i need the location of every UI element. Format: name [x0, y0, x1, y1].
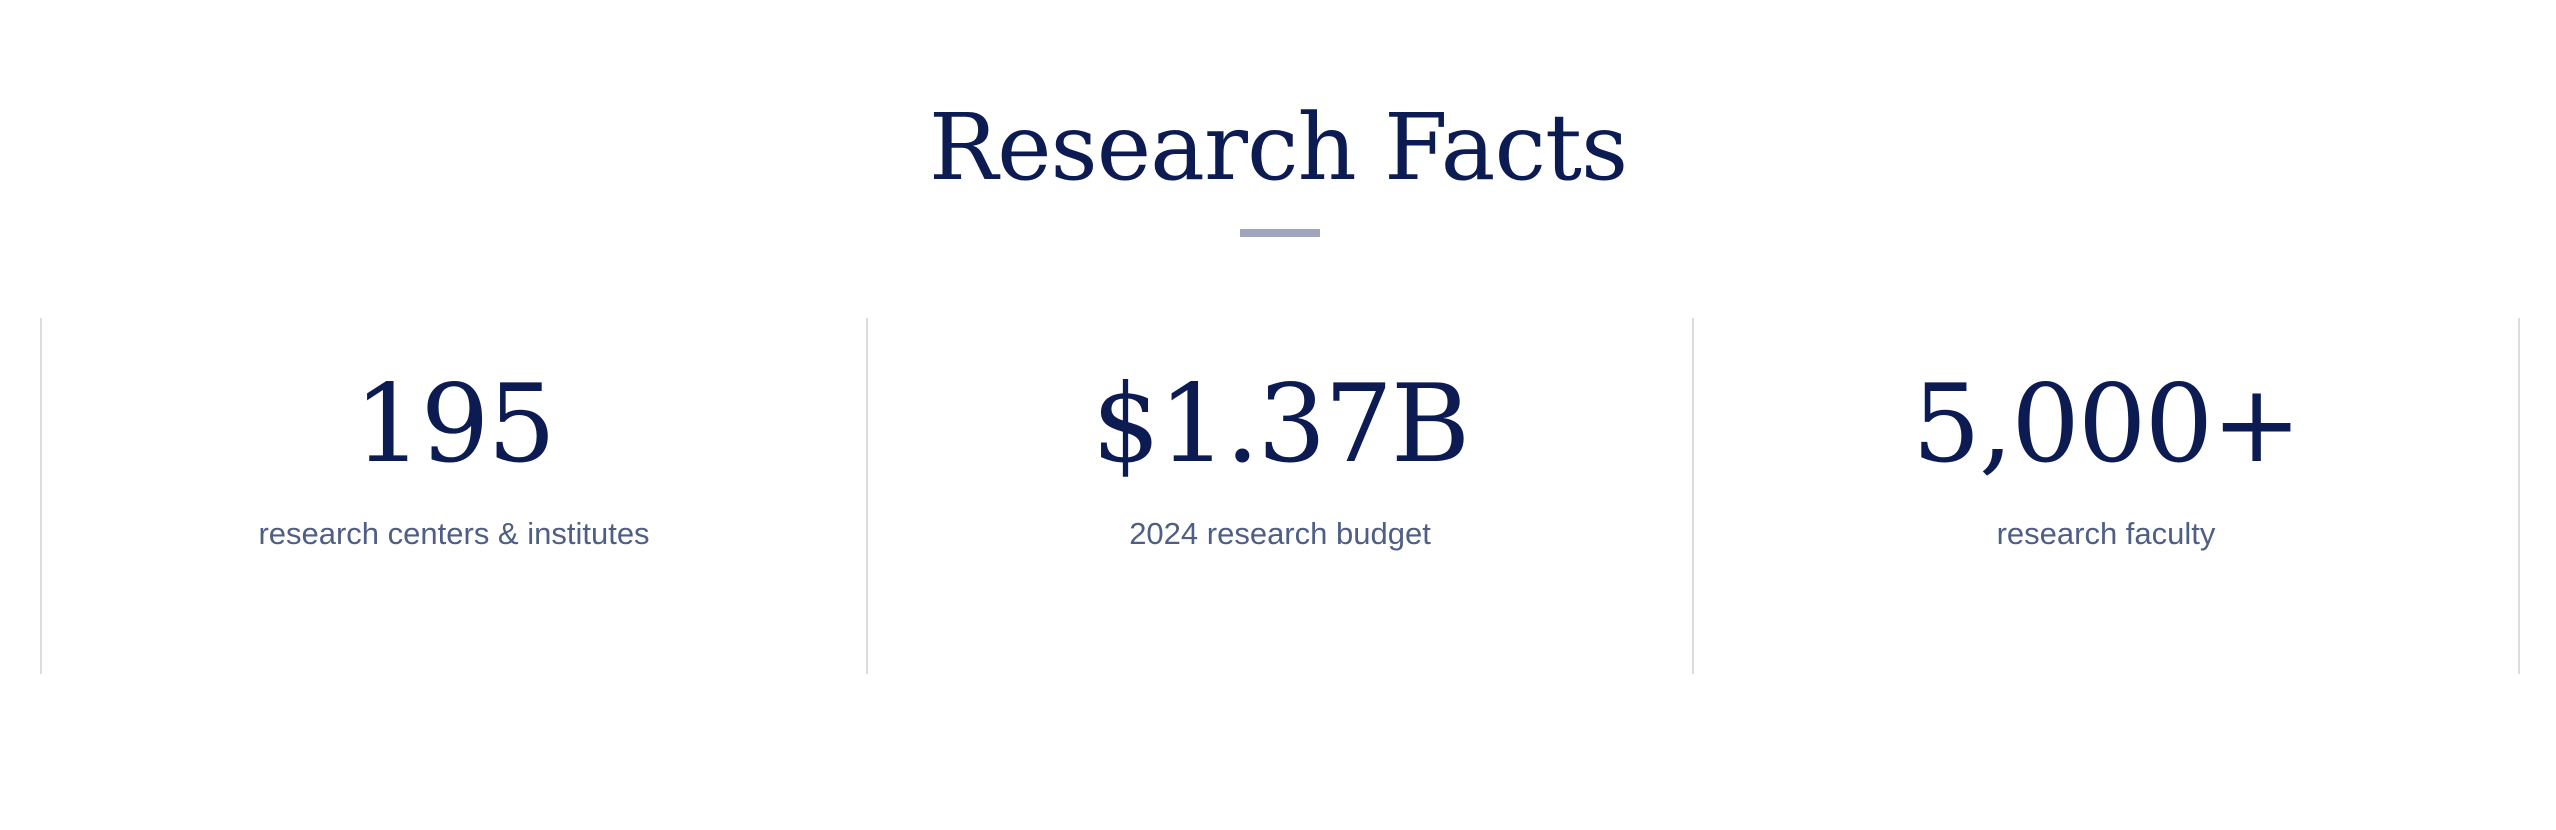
- section-title: Research Facts: [928, 94, 1628, 201]
- facts-row: 195 research centers & institutes $1.37B…: [40, 318, 2520, 674]
- fact-label: research faculty: [1996, 516, 2216, 551]
- fact-label: 2024 research budget: [1129, 516, 1431, 551]
- fact-value: 195: [353, 362, 556, 487]
- fact-label: research centers & institutes: [258, 516, 650, 551]
- fact-item-research-budget: $1.37B 2024 research budget: [866, 318, 1692, 674]
- fact-value: 5,000+: [1912, 362, 2302, 487]
- fact-item-research-centers: 195 research centers & institutes: [40, 318, 866, 674]
- fact-value: $1.37B: [1091, 362, 1471, 487]
- fact-item-research-faculty: 5,000+ research faculty: [1692, 318, 2520, 674]
- title-underline: [1240, 229, 1320, 237]
